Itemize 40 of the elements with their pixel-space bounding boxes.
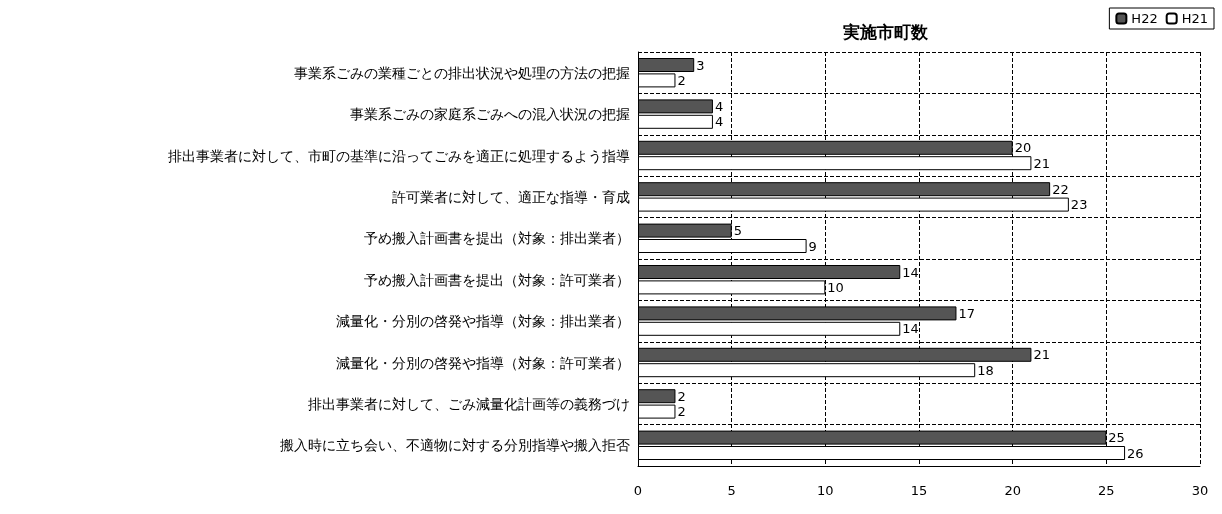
chart-title: 実施市町数 [841,21,929,42]
data-label: 18 [977,362,994,378]
data-label: 3 [696,57,705,73]
x-tick-label: 25 [1098,483,1115,498]
y-tick-label: 予め搬入計画書を提出（対象：排出業者） [364,230,630,247]
data-label: 23 [1070,197,1088,213]
data-label: 20 [1014,140,1032,156]
data-label: 21 [1033,347,1050,363]
x-tick-label: 0 [633,483,643,498]
x-tick-label: 5 [727,483,736,498]
x-tick-label: 15 [910,483,928,498]
y-tick-label: 排出事業者に対して、市町の基準に沿ってごみを適正に処理するよう指導 [168,147,630,164]
y-tick-label: 事業系ごみの業種ごとの排出状況や処理の方法の把握 [294,64,630,81]
data-label: 22 [1052,181,1069,197]
y-tick-label: 許可業者に対して、適正な指導・育成 [392,188,630,205]
x-tick-label: 10 [817,483,834,498]
y-tick-label: 減量化・分別の啓発や指導（対象：排出業者） [336,313,630,330]
data-label: 2 [677,388,686,404]
y-tick-label: 減量化・分別の啓発や指導（対象：許可業者） [336,354,630,371]
x-tick-label: 30 [1191,483,1209,498]
data-label: 17 [958,305,976,321]
data-label: 21 [1033,155,1050,171]
data-label: 2 [677,404,686,420]
y-tick-label: 事業系ごみの家庭系ごみへの混入状況の把握 [350,106,630,123]
data-label: 9 [808,238,817,254]
y-tick-label: 排出事業者に対して、ごみ減量化計画等の義務づけ [308,395,630,412]
legend-label: H22 [1131,11,1158,26]
y-tick-label: 予め搬入計画書を提出（対象：許可業者） [364,271,630,288]
x-tick-label: 20 [1004,483,1021,498]
data-label: 14 [902,264,919,280]
data-label: 25 [1108,430,1125,446]
data-label: 5 [733,223,742,239]
data-label: 2 [677,72,686,88]
data-label: 4 [714,98,724,114]
y-tick-label: 搬入時に立ち会い、不適物に対する分別指導や搬入拒否 [280,437,630,454]
data-label: 26 [1127,445,1144,461]
legend-label: H21 [1181,11,1209,26]
data-label: 10 [827,279,844,295]
data-label: 4 [714,114,724,130]
data-label: 14 [902,321,919,337]
